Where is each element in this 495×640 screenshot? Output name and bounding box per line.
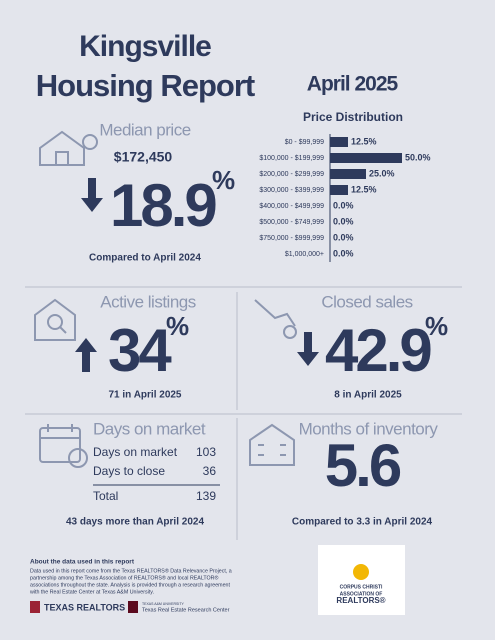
up-arrow	[75, 338, 97, 372]
cc-logo-box	[318, 545, 405, 615]
median-value: $172,450	[114, 149, 173, 165]
cc-line: CORPUS CHRISTI	[340, 584, 383, 590]
cc-line: REALTORS®	[336, 596, 385, 605]
search-icon	[34, 298, 76, 341]
bar-category: $1,000,000+	[285, 251, 324, 258]
bar	[330, 185, 348, 195]
bar	[330, 169, 366, 179]
bar-category: $500,000 - $749,999	[259, 219, 324, 226]
closed-note: 8 in April 2025	[334, 390, 402, 401]
median-label: Median price	[99, 120, 190, 139]
median-unit: %	[212, 165, 235, 195]
bar-value-label: 50.0%	[405, 152, 431, 162]
period: April 2025	[307, 73, 399, 96]
bar-category: $400,000 - $499,999	[259, 203, 324, 210]
dom-row-label: Days to close	[93, 464, 165, 478]
dom-row-value: 36	[203, 464, 217, 478]
bar-category: $300,000 - $399,999	[259, 187, 324, 194]
bar-value-label: 0.0%	[333, 232, 354, 242]
active-unit: %	[166, 311, 189, 341]
cc-line: ASSOCIATION OF	[340, 591, 383, 597]
bar-category: $100,000 - $199,999	[259, 155, 324, 162]
down-arrow	[297, 332, 319, 366]
dom-note: 43 days more than April 2024	[66, 517, 204, 528]
key-icon	[254, 299, 297, 339]
about-line: with the Real Estate Center at Texas A&M…	[30, 589, 154, 595]
price-distribution: $0 - $99,999 12.5% $100,000 - $199,999 50.0…	[259, 134, 431, 262]
moi-note: Compared to 3.3 in April 2024	[292, 517, 433, 528]
active-label: Active listings	[100, 292, 195, 311]
bar	[330, 153, 402, 163]
dom-row-label: Total	[93, 489, 118, 503]
dom-row-value: 103	[196, 445, 216, 459]
calendar-icon	[39, 424, 88, 468]
median-note: Compared to April 2024	[89, 253, 201, 264]
closed-unit: %	[425, 311, 448, 341]
bar-value-label: 0.0%	[333, 216, 354, 226]
dom-row-label: Days on market	[93, 445, 178, 459]
about-line: Data used in this report come from the T…	[30, 567, 232, 574]
title: Housing Report	[36, 68, 255, 103]
bar-category: $750,000 - $999,999	[259, 235, 324, 242]
logo-tamu: TEXAS A&M UNIVERSITY	[142, 602, 184, 606]
cc-sun	[353, 564, 369, 580]
about-line: associations throughout the state. Analy…	[30, 582, 230, 588]
tamu-logo-mark	[128, 601, 138, 613]
active-change: 34	[108, 317, 172, 384]
dom-table: Days on market 103 Days to close 36 Total 139	[93, 445, 216, 503]
about-title: About the data used in this report	[30, 559, 135, 566]
building-icon	[249, 423, 295, 466]
bar-value-label: 25.0%	[369, 168, 395, 178]
tr-logo-mark	[30, 601, 40, 613]
about-line: partnership among the Texas Association …	[30, 574, 218, 581]
city: Kingsville	[79, 30, 211, 63]
closed-label: Closed sales	[321, 292, 412, 311]
bar	[330, 137, 348, 147]
bar-category: $200,000 - $299,999	[259, 171, 324, 178]
dom-row-value: 139	[196, 489, 216, 503]
dist-title: Price Distribution	[303, 110, 403, 124]
moi-value: 5.6	[325, 432, 401, 499]
bar-value-label: 0.0%	[333, 248, 354, 258]
bar-value-label: 0.0%	[333, 200, 354, 210]
moi-label: Months of inventory	[299, 419, 439, 438]
house-icon	[39, 130, 98, 166]
dom-label: Days on market	[93, 419, 206, 438]
bar-value-label: 12.5%	[351, 136, 377, 146]
down-arrow	[81, 178, 103, 212]
bar-category: $0 - $99,999	[285, 139, 324, 146]
closed-change: 42.9	[325, 317, 431, 384]
median-change: 18.9	[110, 172, 216, 239]
active-note: 71 in April 2025	[109, 390, 182, 401]
bar-value-label: 12.5%	[351, 184, 377, 194]
logo-tr: TEXAS REALTORS	[44, 602, 125, 612]
logo-rec: Texas Real Estate Research Center	[142, 607, 230, 613]
about-text: Data used in this report come from the T…	[30, 567, 232, 595]
